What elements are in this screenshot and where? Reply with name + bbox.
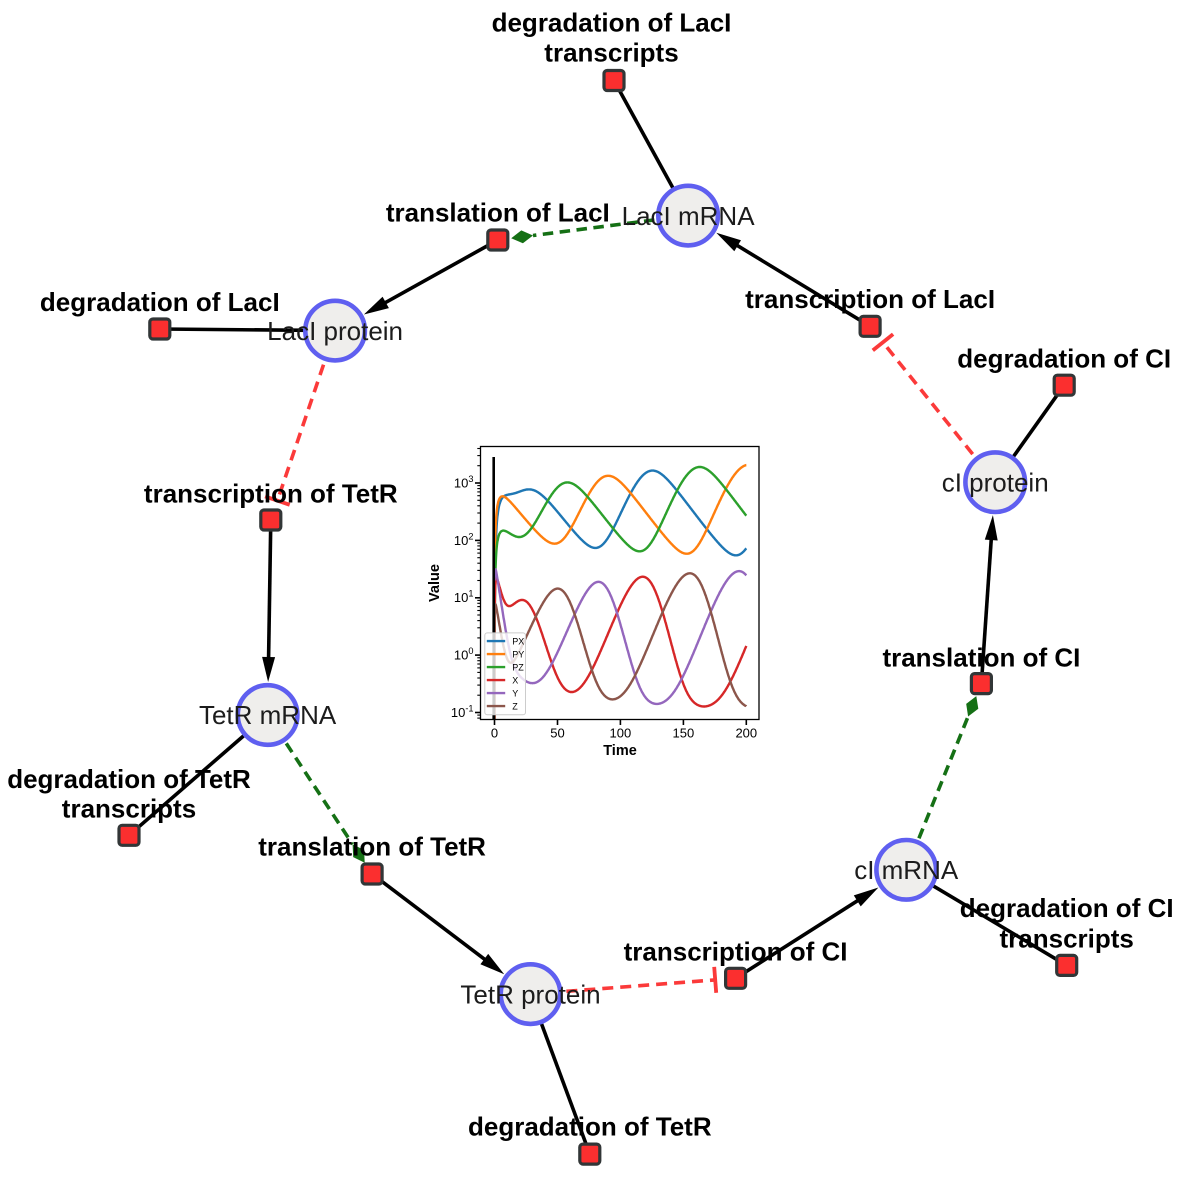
svg-text:transcription of CI: transcription of CI (624, 937, 848, 967)
svg-text:transcripts: transcripts (1000, 924, 1134, 954)
svg-text:TetR mRNA: TetR mRNA (199, 700, 337, 730)
svg-text:degradation of LacI: degradation of LacI (40, 287, 280, 317)
svg-text:200: 200 (735, 725, 757, 740)
svg-text:degradation of CI: degradation of CI (960, 893, 1174, 923)
svg-text:transcription of TetR: transcription of TetR (144, 478, 398, 508)
svg-text:150: 150 (673, 725, 695, 740)
svg-text:TetR protein: TetR protein (460, 979, 600, 1009)
svg-text:PY: PY (512, 649, 524, 659)
svg-text:translation of CI: translation of CI (882, 643, 1080, 673)
svg-text:Y: Y (512, 688, 518, 698)
svg-text:translation of LacI: translation of LacI (386, 197, 610, 227)
svg-text:PZ: PZ (512, 662, 524, 672)
svg-text:LacI protein: LacI protein (267, 316, 403, 346)
svg-text:0: 0 (491, 725, 498, 740)
svg-text:PX: PX (512, 636, 524, 646)
svg-text:transcripts: transcripts (544, 38, 678, 68)
svg-text:degradation of CI: degradation of CI (957, 344, 1171, 374)
svg-text:50: 50 (550, 725, 564, 740)
svg-text:cI protein: cI protein (942, 467, 1049, 497)
svg-text:transcripts: transcripts (62, 793, 196, 823)
svg-text:LacI mRNA: LacI mRNA (622, 201, 756, 231)
svg-text:degradation of TetR: degradation of TetR (7, 764, 251, 794)
svg-text:transcription of LacI: transcription of LacI (745, 284, 995, 314)
svg-text:X: X (512, 675, 518, 685)
svg-text:cI mRNA: cI mRNA (854, 855, 959, 885)
svg-text:translation of TetR: translation of TetR (258, 831, 486, 861)
svg-text:degradation of LacI: degradation of LacI (492, 7, 732, 37)
svg-text:degradation of TetR: degradation of TetR (468, 1112, 712, 1142)
svg-text:Z: Z (512, 701, 518, 711)
svg-text:Time: Time (603, 743, 637, 759)
svg-text:100: 100 (610, 725, 632, 740)
svg-text:Value: Value (427, 564, 443, 602)
